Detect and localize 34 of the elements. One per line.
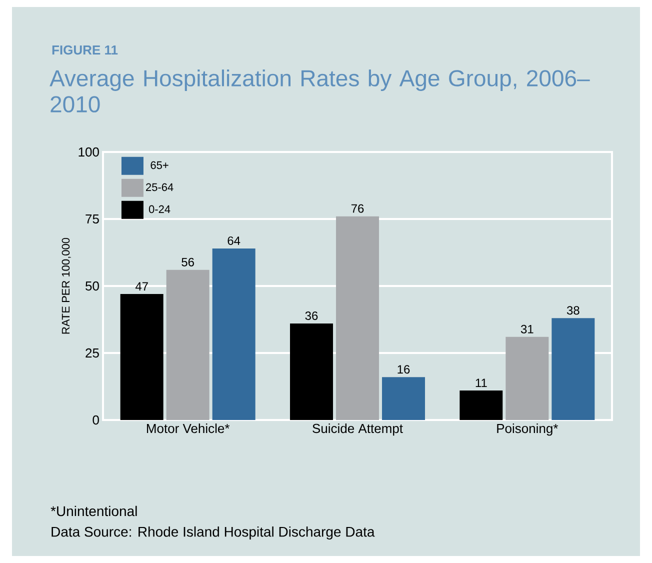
data-label: 16 [398, 365, 410, 374]
bar [382, 377, 426, 420]
y-tick-label: 50 [86, 281, 99, 291]
chart-title: Average Hospitalization Rates by Age Group, 2006–2010 [50, 70, 590, 112]
x-tick-label: Motor Vehicle* [146, 424, 230, 434]
bar [552, 318, 595, 420]
bar [460, 390, 503, 420]
data-label: 31 [520, 324, 534, 334]
data-label: 76 [351, 204, 364, 213]
bar [290, 324, 334, 420]
legend-label: 65+ [150, 161, 168, 170]
bar [212, 248, 256, 420]
bar [336, 216, 380, 420]
chart-subtitle: FIGURE 11 [52, 45, 118, 55]
bar [166, 270, 210, 420]
data-label: 36 [305, 311, 318, 320]
y-tick-label: 100 [78, 147, 99, 157]
data-label: 11 [476, 378, 487, 387]
y-tick-label: 0 [92, 415, 99, 425]
data-label: 64 [228, 236, 240, 245]
x-tick-label: Poisoning* [497, 424, 558, 436]
y-axis-title: RATE PER 100,000 [62, 238, 71, 334]
legend-label: 0-24 [148, 205, 170, 214]
text: *Unintentional [50, 506, 137, 516]
source-note: Data Source: Rhode Island Hospital Discharge Data [52, 526, 375, 540]
legend-label: 25-64 [146, 183, 174, 192]
data-label: 47 [135, 282, 148, 291]
bar [120, 294, 164, 420]
y-tick-label: 25 [86, 348, 99, 358]
y-tick-label: 75 [86, 214, 99, 224]
data-label: 38 [566, 306, 580, 315]
data-label: 56 [182, 258, 194, 266]
x-tick-label: Suicide Attempt [312, 424, 403, 436]
bar [506, 336, 549, 420]
